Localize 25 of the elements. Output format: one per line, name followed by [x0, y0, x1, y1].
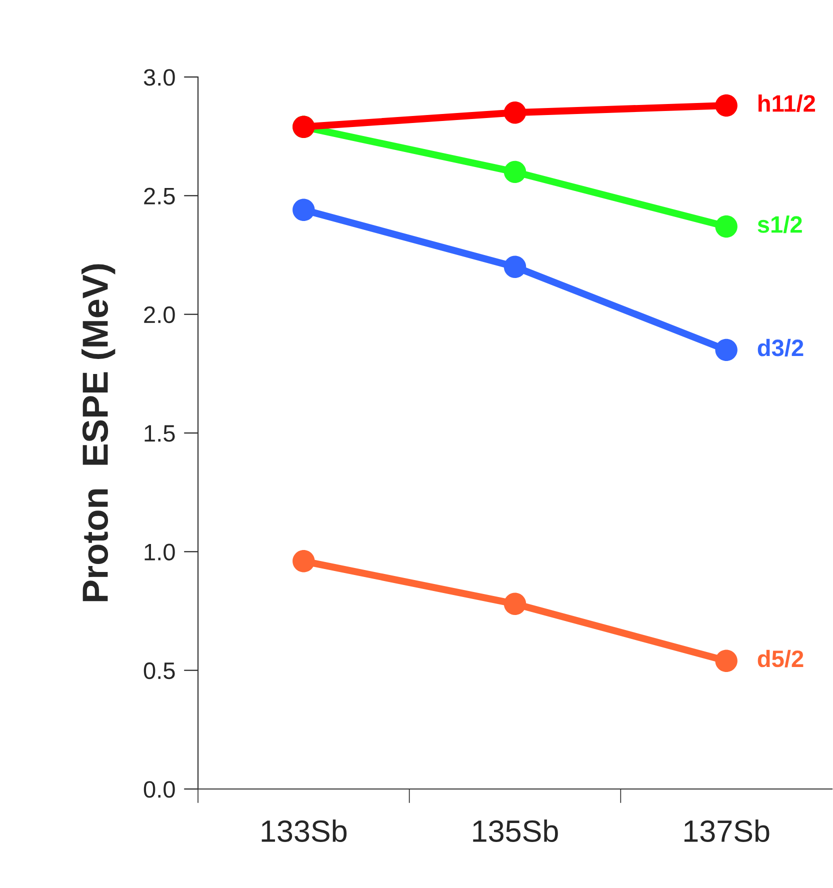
y-axis-title: Proton ESPE (MeV): [82, 264, 116, 602]
point: [715, 650, 738, 672]
point: [504, 256, 526, 278]
x-tick-label: 133Sb: [262, 820, 347, 842]
point: [715, 338, 738, 362]
y-tick-label: 2.0: [144, 306, 175, 324]
y-tick-label: 2.5: [144, 188, 175, 204]
series-label: s1/2: [758, 216, 802, 234]
y-tick-label: 0.5: [144, 662, 175, 680]
series-label: h11/2: [758, 94, 816, 112]
x-tick-label: 135Sb: [473, 820, 558, 842]
point: [715, 215, 738, 238]
series-label: d5/2: [758, 650, 804, 668]
point: [292, 550, 315, 572]
y-tick-label: 1.0: [144, 544, 175, 560]
point: [292, 198, 315, 222]
point: [715, 94, 738, 117]
series-label: d3/2: [758, 338, 804, 357]
point: [504, 101, 526, 124]
point: [504, 160, 526, 184]
point: [504, 592, 526, 615]
x-tick-label: 137Sb: [684, 820, 770, 842]
y-tick-label: 3.0: [144, 69, 175, 86]
y-tick-label: 1.5: [144, 425, 175, 442]
y-tick-label: 0.0: [144, 781, 175, 798]
